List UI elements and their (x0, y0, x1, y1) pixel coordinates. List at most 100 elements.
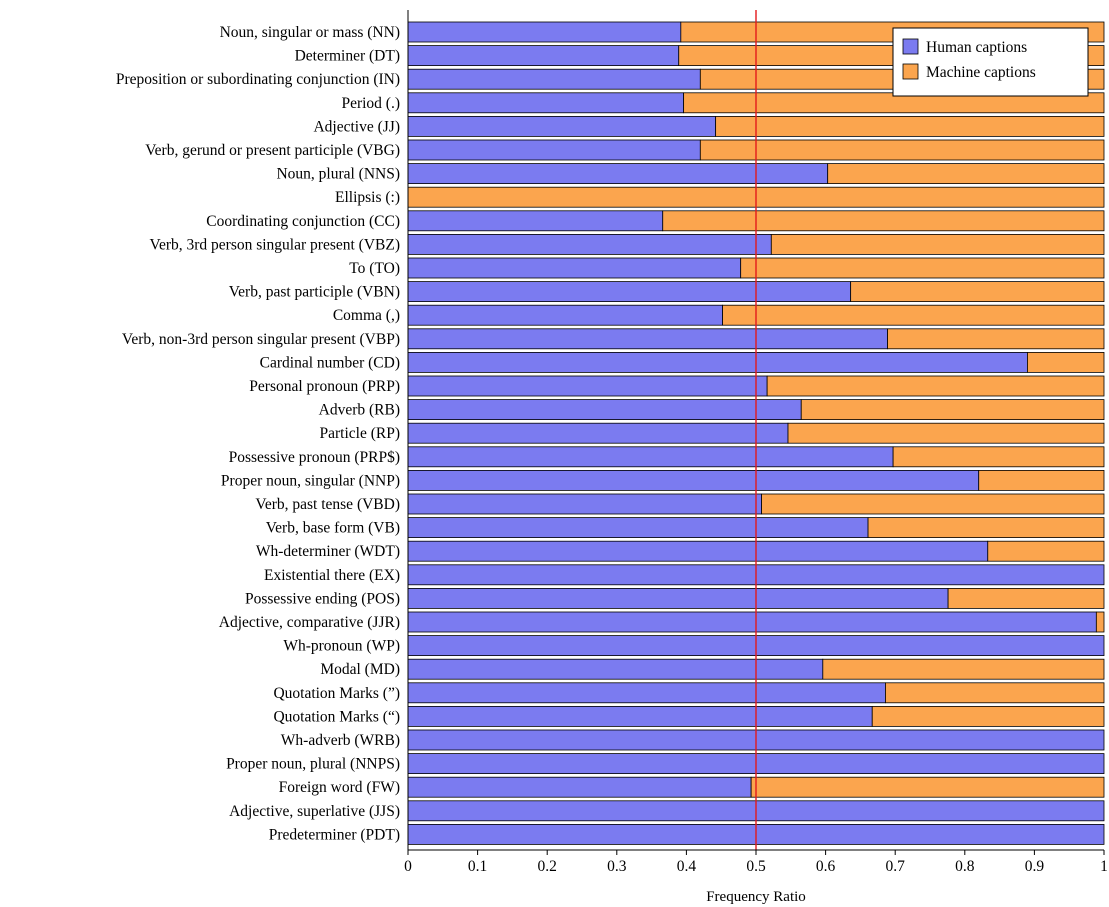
category-label: Comma (,) (333, 307, 400, 324)
legend-label: Human captions (926, 39, 1027, 56)
bar-machine-10 (741, 258, 1104, 278)
x-tick-label: 0 (404, 858, 412, 875)
x-tick-label: 0.4 (677, 858, 697, 875)
bar-machine-18 (893, 447, 1104, 467)
bar-machine-24 (948, 588, 1104, 608)
bar-machine-6 (828, 164, 1104, 184)
bar-human-24 (408, 588, 948, 608)
category-label: Existential there (EX) (264, 567, 400, 584)
bar-machine-19 (979, 470, 1104, 490)
bar-human-20 (408, 494, 762, 514)
x-tick-label: 0.8 (955, 858, 975, 875)
category-label: Wh-adverb (WRB) (281, 732, 400, 749)
category-label: Possessive pronoun (PRP$) (229, 449, 400, 466)
bar-machine-27 (823, 659, 1104, 679)
category-label: Quotation Marks (“) (273, 708, 400, 725)
legend-swatch (903, 39, 918, 54)
bar-machine-25 (1096, 612, 1104, 632)
bar-human-5 (408, 140, 700, 160)
bar-machine-14 (1027, 352, 1104, 372)
bar-machine-5 (700, 140, 1104, 160)
x-tick-label: 0.1 (468, 858, 487, 875)
category-label: Verb, gerund or present participle (VBG) (145, 142, 400, 159)
category-label: Noun, singular or mass (NN) (220, 24, 400, 41)
category-label: Verb, base form (VB) (266, 520, 400, 537)
bar-human-28 (408, 683, 885, 703)
category-label: Period (.) (341, 95, 400, 112)
legend-label: Machine captions (926, 64, 1036, 81)
category-label: Personal pronoun (PRP) (249, 378, 400, 395)
bar-human-14 (408, 352, 1027, 372)
category-label: To (TO) (349, 260, 400, 277)
bar-human-17 (408, 423, 788, 443)
legend-swatch (903, 64, 918, 79)
bar-machine-13 (888, 329, 1104, 349)
bar-human-10 (408, 258, 741, 278)
bar-human-22 (408, 541, 988, 561)
bar-human-15 (408, 376, 767, 396)
bar-human-12 (408, 305, 723, 325)
bar-human-9 (408, 234, 771, 254)
bar-machine-32 (751, 777, 1104, 797)
bar-machine-12 (723, 305, 1104, 325)
bar-human-13 (408, 329, 888, 349)
legend: Human captions Machine captions (893, 28, 1088, 96)
x-tick-label: 0.5 (746, 858, 766, 875)
bar-machine-21 (868, 518, 1104, 538)
bar-human-8 (408, 211, 663, 231)
category-label: Verb, non-3rd person singular present (V… (122, 331, 400, 348)
category-label: Modal (MD) (320, 661, 400, 678)
category-label: Verb, past tense (VBD) (255, 496, 400, 513)
bar-human-21 (408, 518, 868, 538)
bar-human-11 (408, 282, 851, 302)
bar-human-3 (408, 93, 684, 113)
x-ticks-group: 0 0.1 0.2 0.3 0.4 0.5 0.6 0.7 0.8 0.9 1 (404, 850, 1108, 875)
category-label: Adjective, comparative (JJR) (219, 614, 400, 631)
bar-human-27 (408, 659, 823, 679)
bar-human-18 (408, 447, 893, 467)
category-label: Determiner (DT) (295, 48, 400, 65)
category-label: Foreign word (FW) (279, 779, 400, 796)
category-label: Particle (RP) (320, 425, 401, 442)
category-label: Preposition or subordinating conjunction… (116, 71, 400, 88)
bar-machine-15 (767, 376, 1104, 396)
bar-machine-22 (988, 541, 1104, 561)
bar-machine-29 (872, 706, 1104, 726)
category-label: Adverb (RB) (319, 402, 400, 419)
category-label: Wh-pronoun (WP) (283, 638, 400, 655)
category-label: Adjective, superlative (JJS) (229, 803, 400, 820)
bar-human-6 (408, 164, 828, 184)
x-tick-label: 0.3 (607, 858, 627, 875)
x-tick-label: 0.9 (1025, 858, 1045, 875)
bar-human-0 (408, 22, 681, 42)
category-label: Verb, 3rd person singular present (VBZ) (149, 236, 400, 253)
bar-human-32 (408, 777, 751, 797)
bar-machine-9 (771, 234, 1104, 254)
category-label: Ellipsis (:) (335, 189, 400, 206)
x-tick-label: 0.2 (538, 858, 557, 875)
bar-human-1 (408, 46, 679, 66)
category-label: Quotation Marks (”) (273, 685, 400, 702)
bar-human-29 (408, 706, 872, 726)
category-label: Proper noun, plural (NNPS) (226, 756, 400, 773)
x-tick-label: 1 (1100, 858, 1108, 875)
bar-machine-20 (762, 494, 1104, 514)
bar-human-4 (408, 116, 716, 136)
bar-human-16 (408, 400, 801, 420)
bar-machine-4 (716, 116, 1104, 136)
bar-human-19 (408, 470, 979, 490)
category-label: Adjective (JJ) (313, 118, 400, 135)
category-label: Proper noun, singular (NNP) (221, 472, 400, 489)
category-label: Noun, plural (NNS) (276, 166, 400, 183)
bar-human-25 (408, 612, 1096, 632)
category-label: Possessive ending (POS) (245, 590, 400, 607)
category-label: Predeterminer (PDT) (269, 826, 400, 843)
x-axis-title: Frequency Ratio (706, 889, 806, 905)
x-tick-label: 0.6 (816, 858, 836, 875)
bar-machine-17 (788, 423, 1104, 443)
category-label: Coordinating conjunction (CC) (206, 213, 400, 230)
bar-machine-28 (885, 683, 1104, 703)
bar-human-2 (408, 69, 700, 89)
category-labels-group: Noun, singular or mass (NN) Determiner (D… (116, 24, 400, 843)
